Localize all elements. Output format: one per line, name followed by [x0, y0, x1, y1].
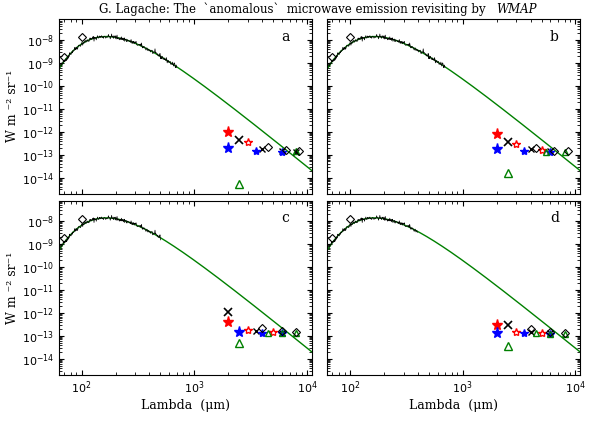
Y-axis label: W m ⁻² sr⁻¹: W m ⁻² sr⁻¹: [6, 252, 19, 324]
X-axis label: Lambda  (μm): Lambda (μm): [141, 399, 230, 412]
Text: WMAP: WMAP: [496, 3, 537, 16]
Text: b: b: [550, 30, 559, 43]
Text: d: d: [550, 211, 559, 225]
Y-axis label: W m ⁻² sr⁻¹: W m ⁻² sr⁻¹: [6, 70, 19, 142]
Text: G. Lagache: The  `anomalous`  microwave emission revisiting by: G. Lagache: The `anomalous` microwave em…: [100, 3, 489, 16]
Text: a: a: [282, 30, 290, 43]
X-axis label: Lambda  (μm): Lambda (μm): [409, 399, 498, 412]
Text: c: c: [282, 211, 289, 225]
